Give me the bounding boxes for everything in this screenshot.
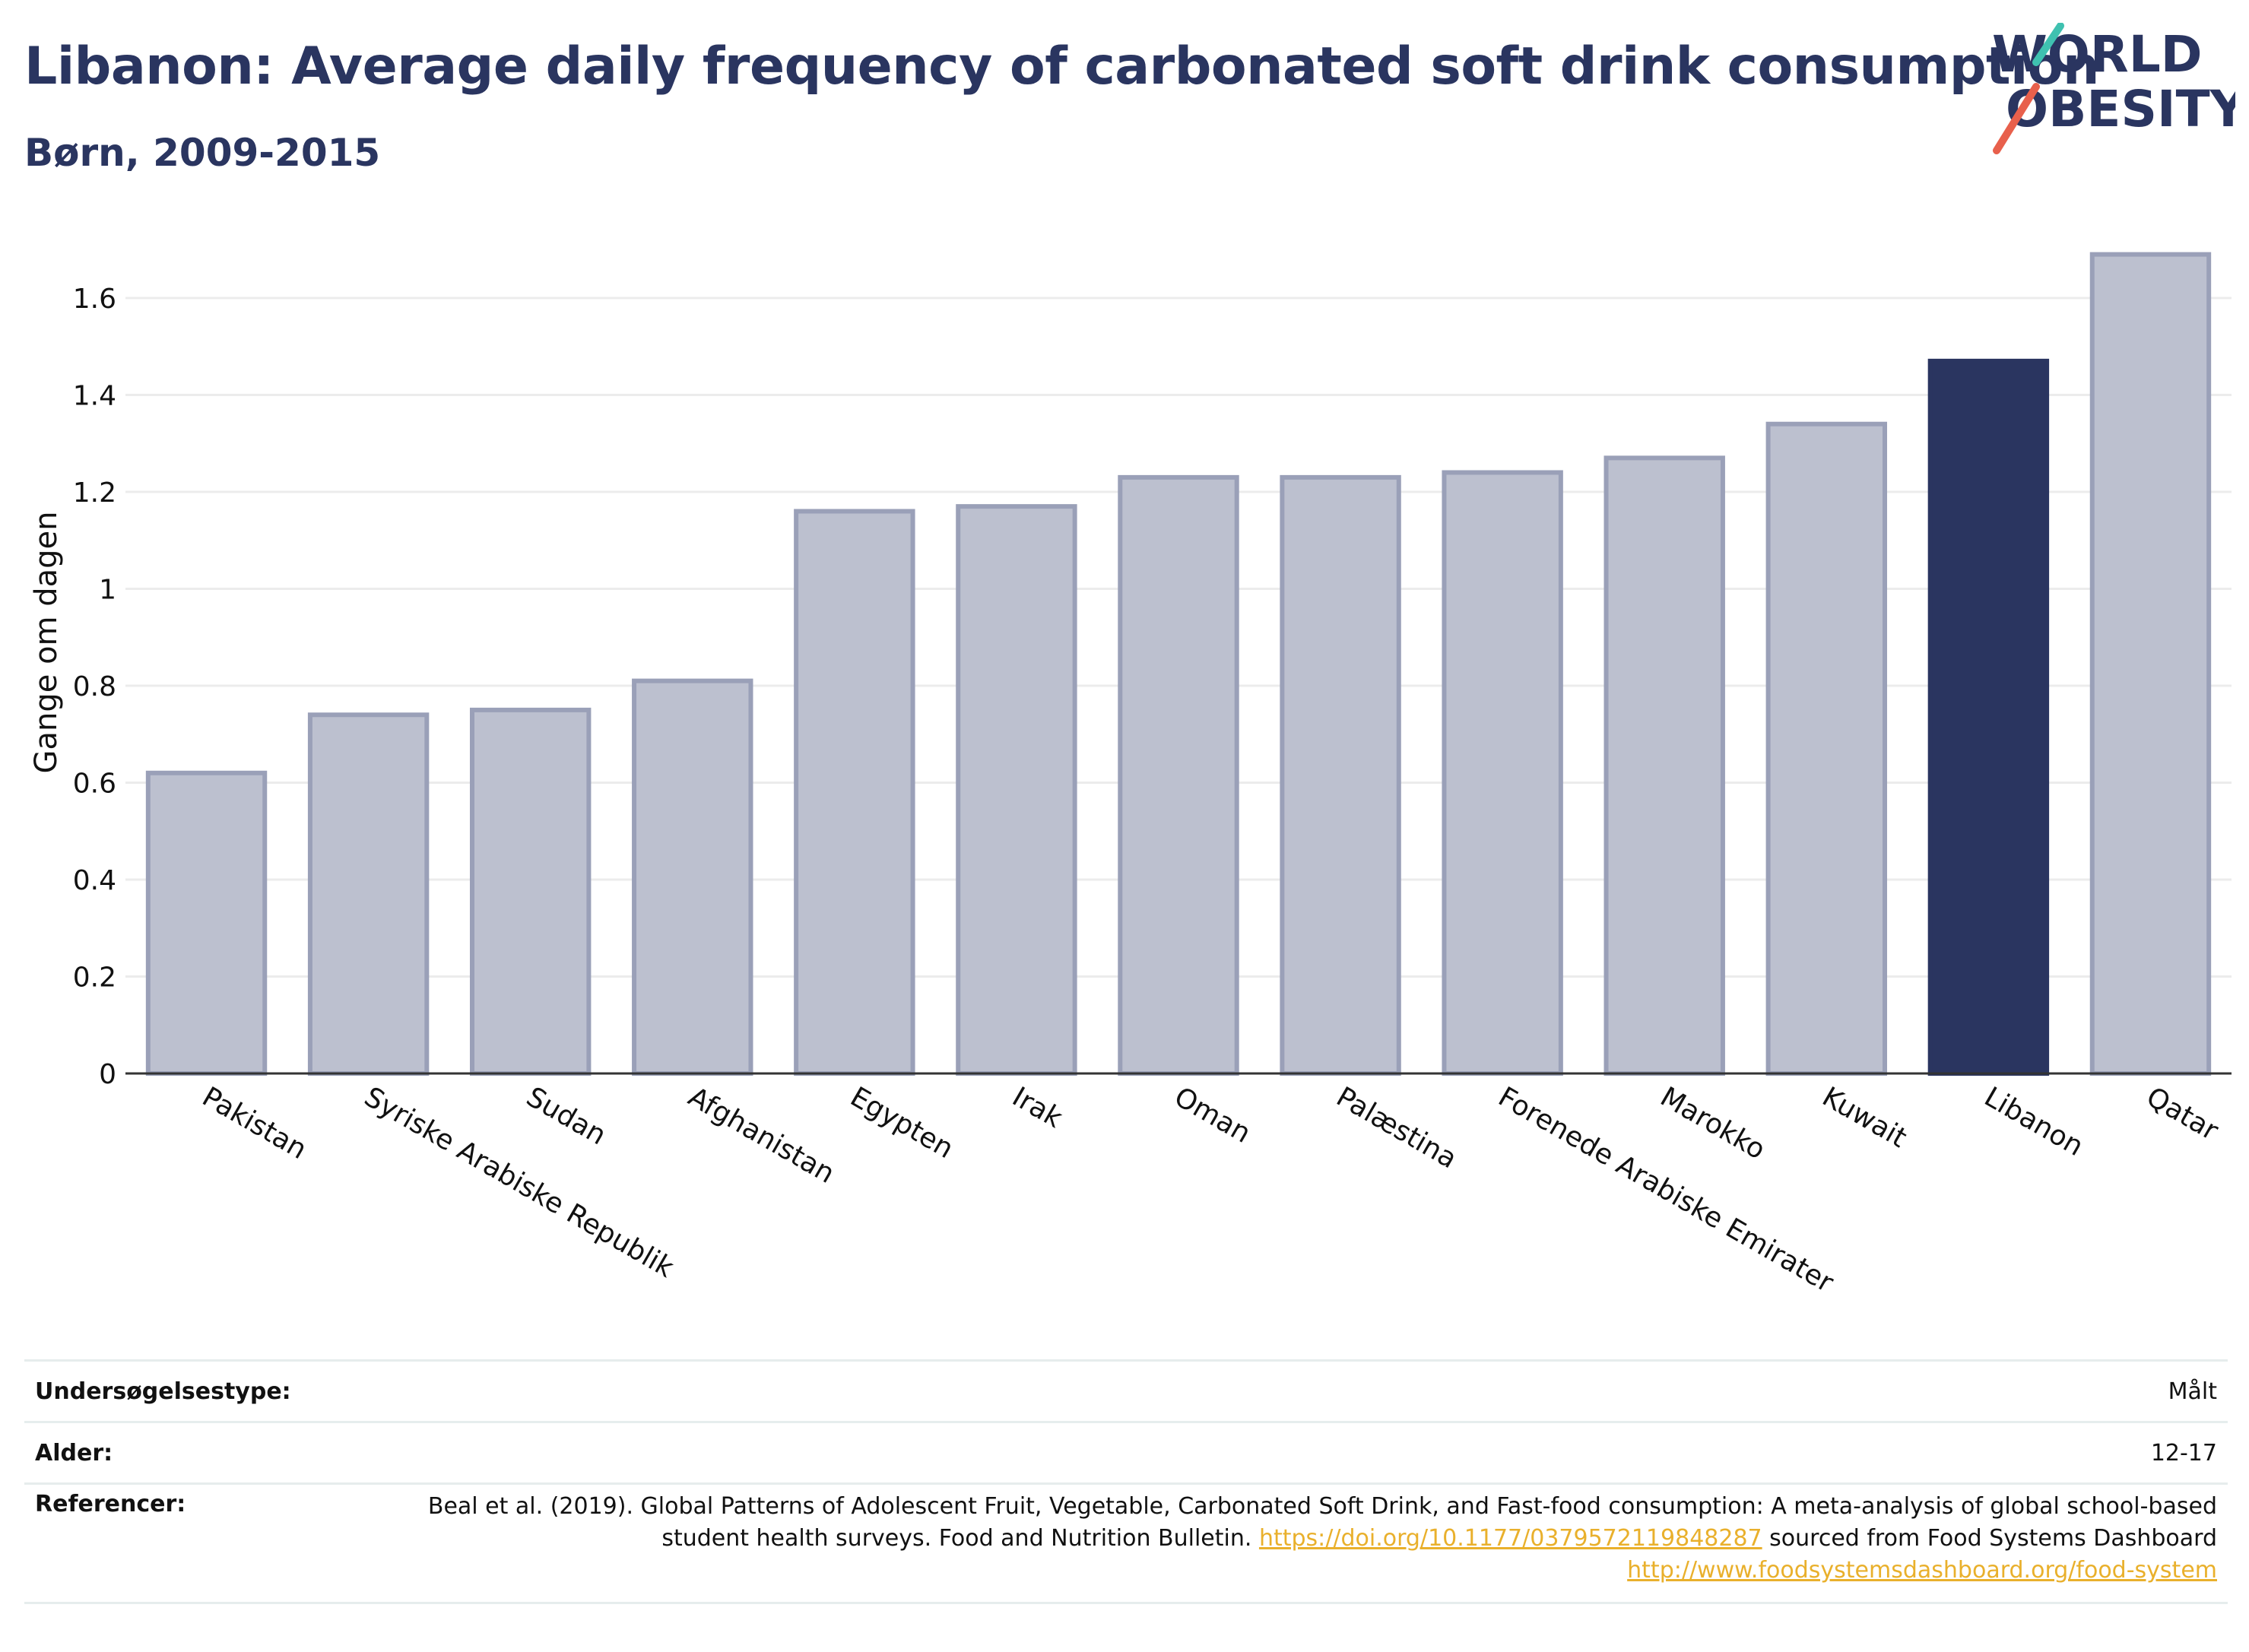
x-tick-label: Pakistan	[197, 1081, 312, 1165]
bar-chart: 0 0.2 0.4 0.6 0.8 1 1.2 1.4 1.6 Pakistan Syriske …	[29, 252, 2232, 1298]
reference-source-text: sourced from Food Systems Dashboard	[1769, 1525, 2217, 1552]
info-value-age: 12-17	[2150, 1439, 2217, 1467]
reference-doi-link[interactable]: https://doi.org/10.1177/0379572119848287	[1258, 1525, 1762, 1552]
bar-forenede-arabiske-emirater	[1442, 470, 1563, 1076]
x-tick-label: Egypten	[845, 1081, 958, 1165]
x-tick-label: Qatar	[2141, 1081, 2223, 1146]
y-tick-label: 1	[99, 575, 116, 606]
reference-text: Beal et al. (2019). Global Patterns of A…	[427, 1493, 2217, 1552]
bar-qatar	[2089, 252, 2212, 1076]
bar-kuwait	[1765, 421, 1888, 1076]
y-axis-ticks: 0 0.2 0.4 0.6 0.8 1 1.2 1.4 1.6	[73, 284, 116, 1090]
x-tick-label: Marokko	[1655, 1081, 1771, 1165]
bar-syriske-arabiske-republik	[307, 712, 430, 1076]
info-value-survey-type: Målt	[2168, 1378, 2217, 1405]
bar-pakistan	[145, 770, 268, 1076]
info-table: Undersøgelsestype: Målt Alder: 12-17 Ref…	[24, 1359, 2228, 1604]
chart-subtitle: Børn, 2009-2015	[24, 131, 381, 175]
logo-teal-slash	[2032, 23, 2064, 66]
world-obesity-logo: WORLD OBESITY	[1992, 23, 2235, 154]
x-tick-label: Palæstina	[1331, 1081, 1462, 1175]
info-key-references: Referencer:	[35, 1491, 186, 1517]
x-tick-label: Sudan	[521, 1081, 611, 1151]
x-tick-label: Irak	[1007, 1081, 1067, 1134]
bar-irak	[956, 504, 1077, 1076]
x-tick-label: Syriske Arabiske Republik	[359, 1081, 679, 1284]
logo-line1: WORLD	[1992, 25, 2203, 84]
info-key-age: Alder:	[35, 1439, 113, 1467]
bar-afghanistan	[632, 678, 753, 1076]
bar-oman	[1118, 474, 1239, 1076]
info-key-survey-type: Undersøgelsestype:	[35, 1378, 291, 1405]
bars	[145, 252, 2212, 1076]
bar-egypten	[794, 509, 915, 1076]
info-row-survey-type: Undersøgelsestype: Målt	[24, 1359, 2228, 1421]
x-tick-label: Afghanistan	[683, 1081, 839, 1190]
logo-coral-slash	[1993, 83, 2040, 154]
y-tick-label: 1.4	[73, 381, 116, 412]
y-tick-label: 0.8	[73, 671, 116, 702]
bar-marokko	[1603, 455, 1725, 1076]
info-row-references: Referencer: Beal et al. (2019). Global P…	[24, 1482, 2228, 1604]
x-tick-label: Libanon	[1979, 1081, 2089, 1162]
x-tick-label: Oman	[1169, 1081, 1256, 1149]
bar-palæstina	[1280, 474, 1401, 1076]
reference-dashboard-link[interactable]: http://www.foodsystemsdashboard.org/food…	[1627, 1557, 2217, 1584]
chart-title: Libanon: Average daily frequency of carb…	[24, 36, 2099, 97]
y-tick-label: 0	[99, 1059, 116, 1090]
logo-line2: OBESITY	[2006, 80, 2235, 138]
y-tick-label: 0.6	[73, 769, 116, 800]
y-tick-label: 0.2	[73, 962, 116, 994]
bar-libanon	[1927, 358, 2050, 1076]
x-tick-label: Kuwait	[1817, 1081, 1912, 1154]
y-tick-label: 1.2	[73, 477, 116, 509]
bar-sudan	[469, 707, 592, 1076]
y-tick-label: 0.4	[73, 865, 116, 896]
y-axis-title: Gange om dagen	[29, 512, 64, 774]
y-tick-label: 1.6	[73, 284, 116, 315]
info-value-references: Beal et al. (2019). Global Patterns of A…	[408, 1491, 2217, 1587]
info-row-age: Alder: 12-17	[24, 1421, 2228, 1482]
